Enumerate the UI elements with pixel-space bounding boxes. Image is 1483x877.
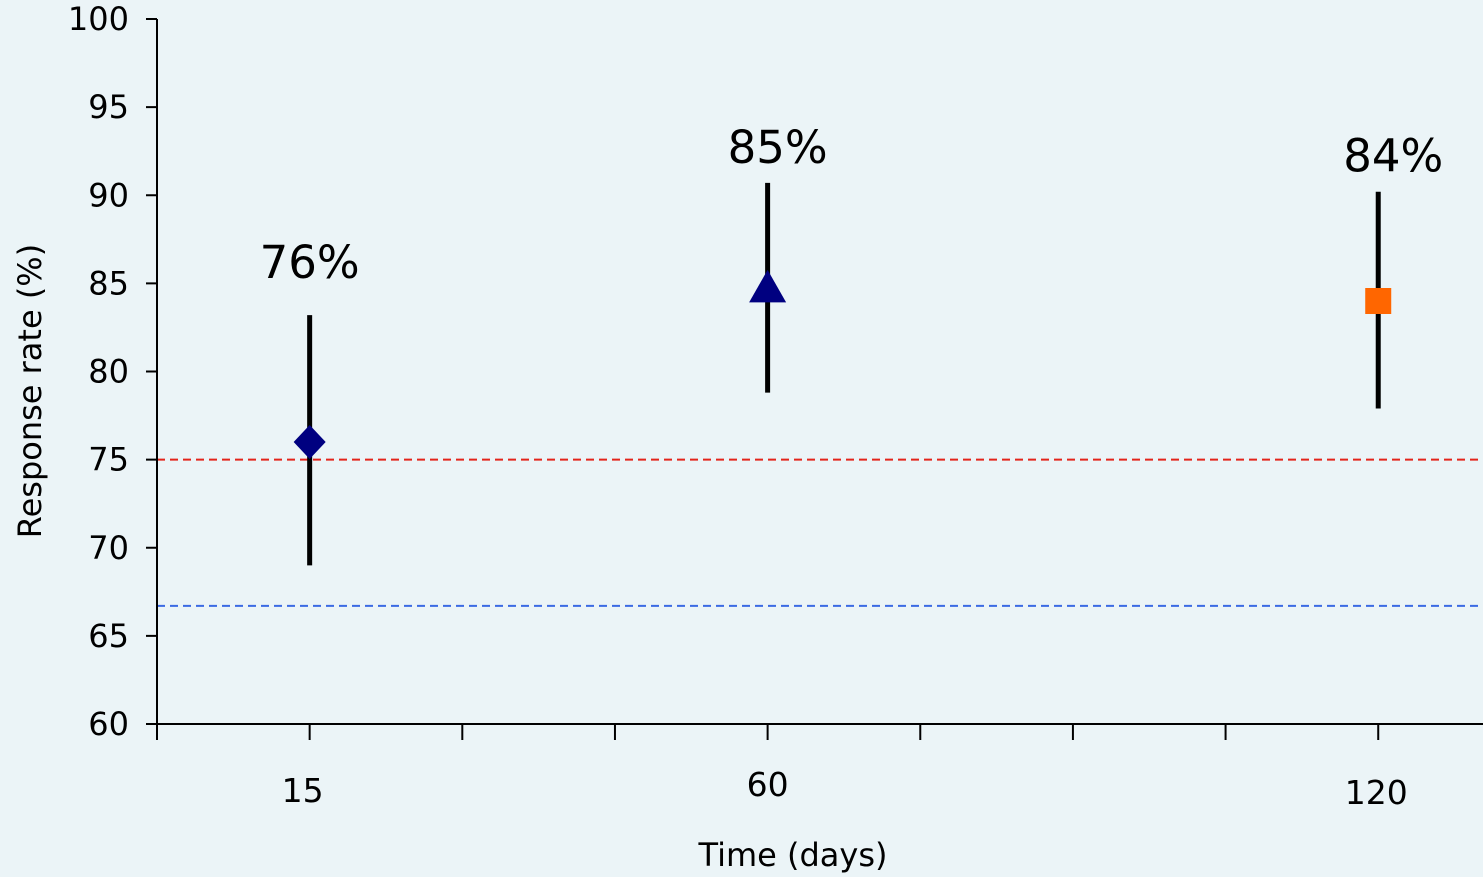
- axes: 60 65 70 75 80 85 90 95 100 15 60 120: [68, 0, 1483, 812]
- x-tick-label: 60: [747, 765, 789, 804]
- y-tick-label: 85: [88, 264, 129, 302]
- data-label: 85%: [728, 121, 828, 174]
- data-label: 76%: [260, 236, 360, 289]
- x-tick-label: 120: [1345, 773, 1408, 812]
- y-tick-label: 90: [88, 176, 129, 214]
- y-tick-label: 65: [88, 617, 129, 655]
- x-axis-title: Time (days): [698, 836, 888, 874]
- square-marker: [1365, 288, 1392, 314]
- x-tick-label: 15: [282, 771, 324, 810]
- point-markers: [293, 269, 1392, 459]
- y-tick-label: 95: [88, 88, 129, 126]
- y-axis-title: Response rate (%): [11, 244, 49, 538]
- y-tick-label: 75: [88, 441, 129, 479]
- y-tick-label: 80: [88, 353, 129, 391]
- y-tick-label: 60: [88, 705, 129, 743]
- reference-lines: [157, 458, 1483, 607]
- data-labels: 76% 85% 84%: [260, 121, 1444, 289]
- data-label: 84%: [1343, 130, 1443, 183]
- y-tick-label: 70: [88, 529, 129, 567]
- error-bars: [307, 182, 1381, 566]
- y-tick-label: 100: [68, 0, 129, 38]
- triangle-marker: [749, 269, 787, 303]
- diamond-marker: [293, 425, 326, 459]
